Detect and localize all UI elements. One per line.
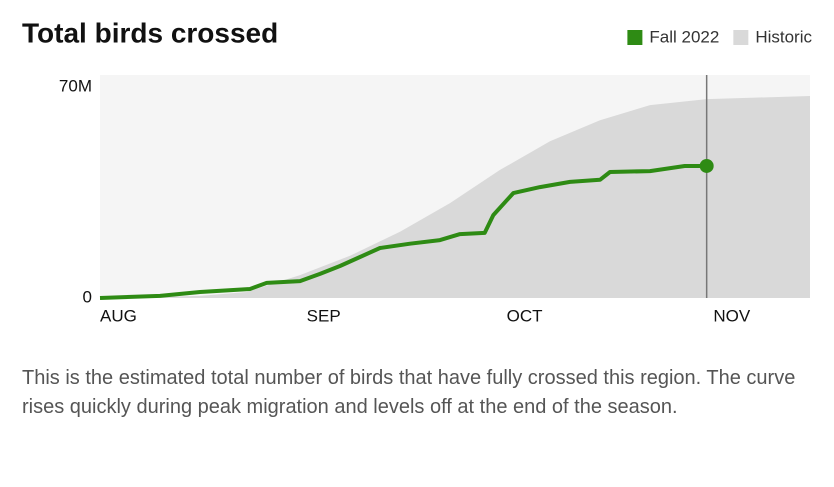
description: This is the estimated total number of bi… bbox=[22, 367, 796, 418]
historic-area bbox=[100, 96, 810, 298]
legend-swatch bbox=[627, 30, 643, 45]
chart: Total birds crossed 0 70M AUG SEP OCT NOV Hist… bbox=[22, 17, 812, 325]
y-tick-label: 0 bbox=[83, 287, 92, 306]
x-tick-label: SEP bbox=[307, 306, 341, 325]
end-dot bbox=[699, 158, 714, 173]
x-tick-label: OCT bbox=[507, 306, 543, 325]
legend-swatch bbox=[733, 30, 749, 45]
chart-title: Total birds crossed bbox=[22, 17, 278, 48]
x-tick-label: NOV bbox=[713, 306, 751, 325]
x-tick-label: AUG bbox=[100, 306, 137, 325]
legend-label: Historic bbox=[755, 27, 812, 46]
fall-line bbox=[99, 164, 707, 300]
legend-label: Fall 2022 bbox=[649, 27, 719, 46]
y-tick-label: 70M bbox=[59, 76, 92, 95]
